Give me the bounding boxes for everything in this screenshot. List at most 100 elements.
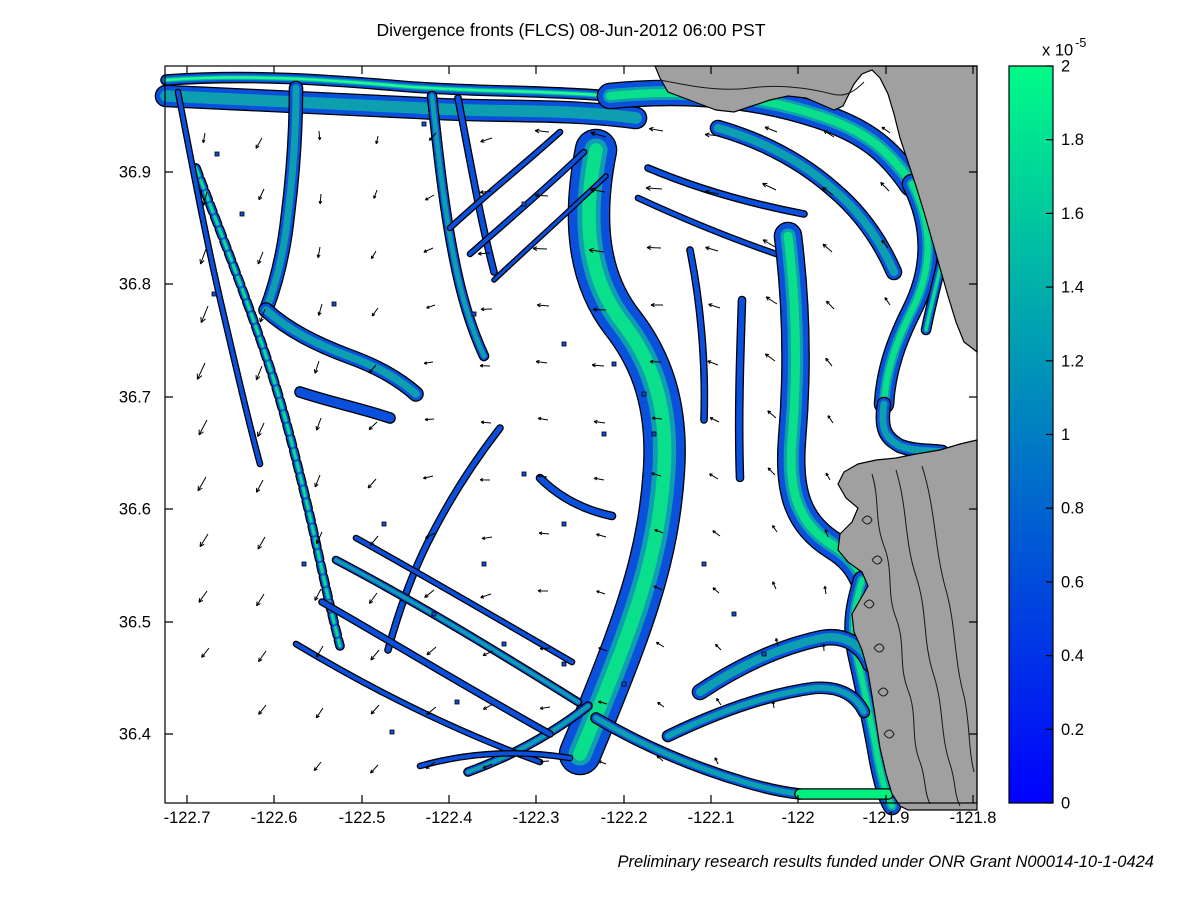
quiver-arrow <box>202 191 208 206</box>
front-filament-stroke <box>295 387 395 423</box>
quiver-arrow <box>649 359 662 364</box>
speckle-dot <box>731 611 737 617</box>
colorbar-exponent: x 10 -5 <box>1042 36 1086 61</box>
quiver-arrow <box>315 531 323 545</box>
quiver-arrow <box>539 706 551 710</box>
quiver-arrow <box>714 643 722 651</box>
y-tick-label: 36.8 <box>119 276 151 294</box>
quiver-arrow <box>708 303 721 309</box>
y-tick-label: 36.4 <box>119 726 151 744</box>
front-filament-stroke <box>590 712 806 800</box>
speckle-dot <box>431 611 437 617</box>
front-filament-stroke <box>191 163 345 651</box>
axes-layer: -122.7 -122.6 -122.5 -122.4 -122.3 -122.2 -122… <box>119 65 996 827</box>
quiver-arrow <box>426 646 437 656</box>
speckle-dot <box>561 341 567 347</box>
quiver-arrow <box>656 755 664 762</box>
quiver-arrow <box>426 304 436 309</box>
quiver-arrow <box>884 297 891 306</box>
front-filament-stroke <box>537 475 615 519</box>
quiver-arrow <box>822 186 834 196</box>
colorbar-tick-label: 2 <box>1061 58 1070 76</box>
quiver-arrow <box>368 421 378 431</box>
front-filament-stroke <box>319 599 553 737</box>
quiver-arrow <box>257 251 264 265</box>
quiver-arrow <box>255 137 263 149</box>
speckle-dot <box>214 151 220 157</box>
x-tick-label: -122.6 <box>251 809 298 827</box>
quiver-arrow <box>767 467 776 476</box>
quiver-arrow <box>825 300 835 310</box>
quiver-arrow <box>774 637 779 647</box>
quiver-arrow <box>368 592 378 604</box>
front-filament-stroke <box>165 76 611 97</box>
quiver-arrow <box>479 363 491 368</box>
quiver-arrow <box>315 707 324 719</box>
quiver-arrow <box>255 479 264 493</box>
land-contours-layer <box>659 79 975 807</box>
front-filament-stroke <box>645 165 807 217</box>
quiver-arrow <box>598 700 608 705</box>
quiver-arrow <box>589 187 606 193</box>
front-filament-stroke <box>455 95 497 275</box>
speckle-dot <box>421 121 427 127</box>
front-filament-stroke <box>262 306 420 398</box>
speckle-dot <box>389 729 395 735</box>
quiver-arrow <box>314 474 321 488</box>
front-filament-stroke <box>262 84 300 314</box>
quiver-arrow <box>318 193 323 205</box>
speckle-dot <box>621 681 627 687</box>
quiver-arrow <box>880 181 890 192</box>
front-filament-stroke <box>385 425 503 653</box>
speckle-dot <box>481 561 487 567</box>
quiver-arrow <box>704 189 720 195</box>
quiver-arrow <box>199 533 209 548</box>
speckle-dot <box>561 661 567 667</box>
terrain-contour <box>895 469 961 807</box>
front-filament-stroke <box>880 180 931 408</box>
x-tick-label: -122.5 <box>339 809 386 827</box>
quiver-arrow <box>590 131 607 138</box>
quiver-arrow <box>537 416 549 421</box>
quiver-arrow <box>705 246 719 252</box>
quiver-arrow <box>480 307 493 312</box>
quiver-arrow <box>371 307 379 317</box>
speckle-dot <box>641 391 647 397</box>
quiver-arrow <box>482 703 494 710</box>
quiver-arrow <box>367 478 377 489</box>
quiver-arrow <box>198 590 208 603</box>
speckle-dot <box>501 641 507 647</box>
quiver-arrow <box>592 307 607 312</box>
quiver-arrow <box>709 473 719 480</box>
quiver-arrow <box>423 247 434 253</box>
quiver-arrow <box>257 536 266 550</box>
front-filament-stroke <box>573 143 672 761</box>
speckle-dot <box>601 431 607 437</box>
quiver-arrow <box>480 420 492 425</box>
quiver-arrow <box>704 132 721 138</box>
quiver-arrow <box>196 362 206 380</box>
quiver-arrow <box>535 359 548 364</box>
front-filament-stroke <box>736 297 745 481</box>
quiver-arrow <box>424 589 435 599</box>
colorbar-exponent-mantissa: x 10 <box>1042 41 1074 60</box>
colorbar-tick-label: 1.4 <box>1061 279 1084 297</box>
quiver-arrow <box>645 185 663 191</box>
front-filament-stroke <box>687 247 707 423</box>
front-filament-stroke <box>334 558 580 704</box>
colorbar-tick-label: 0.2 <box>1061 721 1084 739</box>
colorbar: 2 1.8 1.6 1.4 1.2 1 0.8 0.6 0.4 0.2 0 <box>1008 58 1084 813</box>
front-filament-stroke <box>636 196 790 260</box>
quiver-arrow <box>650 302 663 308</box>
x-tick-label: -122.1 <box>688 809 735 827</box>
speckle-dot <box>331 301 337 307</box>
x-tick-label: -122 <box>781 809 814 827</box>
quiver-arrow <box>655 641 665 648</box>
quiver-arrow <box>479 478 491 482</box>
quiver-arrow <box>825 472 831 481</box>
quiver-arrow <box>767 410 777 419</box>
quiver-arrow <box>315 417 322 431</box>
speckle-dot <box>381 521 387 527</box>
quiver-arrow <box>422 475 434 480</box>
quiver-arrow <box>482 650 494 657</box>
